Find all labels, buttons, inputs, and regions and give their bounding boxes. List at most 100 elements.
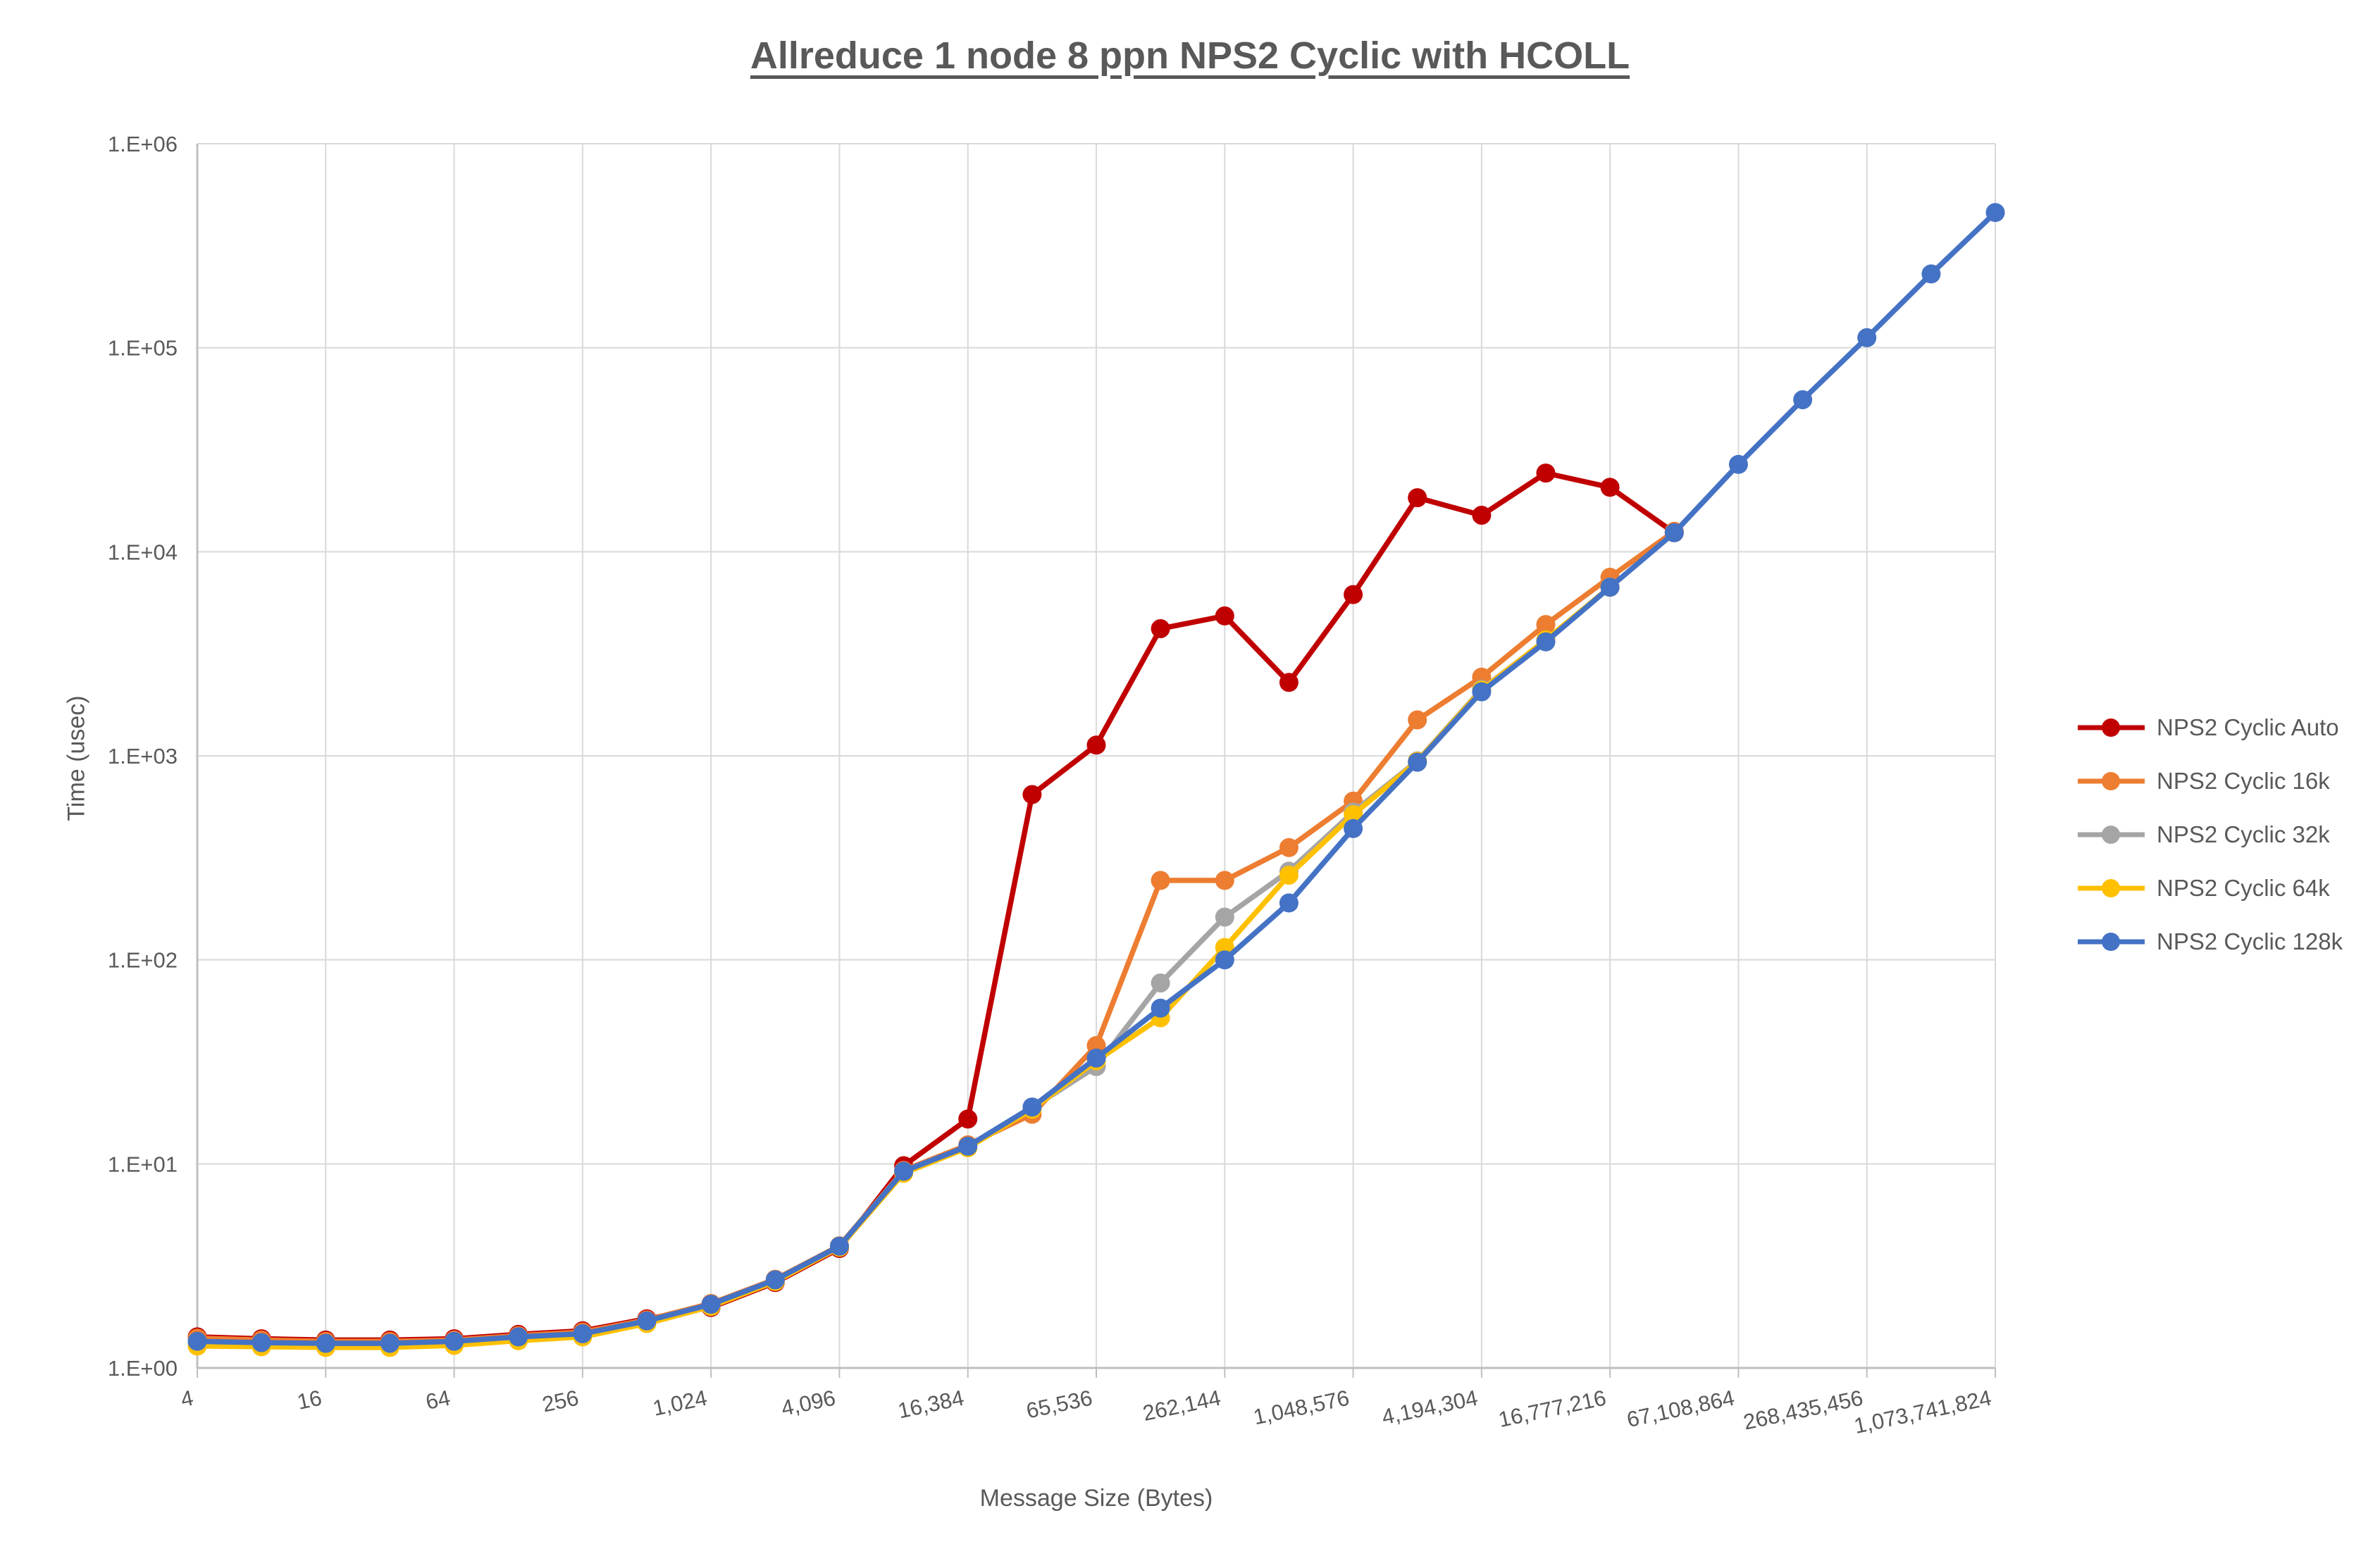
y-tick-label: 1.E+01 — [108, 1152, 178, 1176]
series-marker-nps2-cyclic-auto — [1086, 735, 1106, 755]
legend-marker-icon — [2078, 879, 2145, 897]
x-tick-label: 64 — [423, 1386, 452, 1414]
legend-item-label: NPS2 Cyclic 16k — [2157, 768, 2330, 794]
series-marker-nps2-cyclic-auto — [1151, 619, 1170, 638]
series-marker-nps2-cyclic-auto — [1022, 785, 1042, 804]
x-tick-label: 4 — [178, 1386, 195, 1412]
series-marker-nps2-cyclic-128k — [1793, 390, 1813, 409]
x-tick-label: 268,435,456 — [1741, 1386, 1865, 1435]
y-axis-title: Time (usec) — [63, 695, 90, 821]
x-tick-label: 262,144 — [1141, 1386, 1223, 1426]
legend-item-label: NPS2 Cyclic 128k — [2157, 928, 2343, 954]
series-marker-nps2-cyclic-128k — [958, 1136, 978, 1156]
x-tick-label: 67,108,864 — [1625, 1386, 1737, 1432]
legend-item-auto: NPS2 Cyclic Auto — [2076, 701, 2343, 754]
x-tick-label: 1,073,741,824 — [1852, 1386, 1993, 1438]
legend-marker-icon — [2078, 718, 2145, 737]
y-tick-label: 1.E+00 — [108, 1356, 178, 1381]
series-marker-nps2-cyclic-32k — [1151, 973, 1170, 992]
series-marker-nps2-cyclic-128k — [1536, 632, 1556, 652]
series-marker-nps2-cyclic-128k — [701, 1295, 721, 1314]
series-marker-nps2-cyclic-128k — [1664, 523, 1684, 542]
x-axis-title: Message Size (Bytes) — [979, 1485, 1213, 1512]
series-marker-nps2-cyclic-128k — [1857, 328, 1877, 347]
legend-circle-icon — [2102, 879, 2120, 897]
series-marker-nps2-cyclic-32k — [1215, 907, 1234, 927]
series-marker-nps2-cyclic-128k — [445, 1331, 464, 1351]
series-marker-nps2-cyclic-64k — [1344, 805, 1363, 824]
series-marker-nps2-cyclic-16k — [1215, 871, 1234, 890]
series-marker-nps2-cyclic-128k — [509, 1327, 528, 1347]
legend-circle-icon — [2102, 718, 2120, 737]
legend-item-64k: NPS2 Cyclic 64k — [2076, 861, 2343, 915]
series-marker-nps2-cyclic-auto — [1408, 488, 1427, 508]
series-marker-nps2-cyclic-128k — [1022, 1097, 1042, 1117]
series-line-nps2-cyclic-32k — [194, 584, 1613, 1348]
legend-item-label: NPS2 Cyclic 32k — [2157, 821, 2330, 847]
series-line-nps2-cyclic-auto — [194, 470, 1678, 1343]
series-marker-nps2-cyclic-auto — [1472, 506, 1492, 525]
legend-item-label: NPS2 Cyclic Auto — [2157, 714, 2339, 740]
series-marker-nps2-cyclic-128k — [1921, 264, 1941, 284]
series-marker-nps2-cyclic-128k — [1344, 819, 1363, 838]
y-tick-label: 1.E+04 — [108, 540, 178, 564]
legend-item-128k: NPS2 Cyclic 128k — [2076, 915, 2343, 969]
series-marker-nps2-cyclic-128k — [1151, 998, 1170, 1018]
x-tick-label: 16,384 — [895, 1386, 966, 1424]
series-marker-nps2-cyclic-128k — [1086, 1048, 1106, 1068]
series-marker-nps2-cyclic-128k — [380, 1333, 399, 1353]
series-marker-nps2-cyclic-16k — [1536, 615, 1556, 635]
series-marker-nps2-cyclic-128k — [1600, 578, 1620, 597]
series-marker-nps2-cyclic-128k — [894, 1162, 914, 1181]
series-marker-nps2-cyclic-16k — [1279, 838, 1299, 857]
legend-circle-icon — [2102, 772, 2120, 790]
series-marker-nps2-cyclic-128k — [1472, 682, 1492, 702]
series-marker-nps2-cyclic-128k — [252, 1333, 271, 1352]
series-marker-nps2-cyclic-auto — [1344, 585, 1363, 604]
series-marker-nps2-cyclic-128k — [765, 1270, 785, 1290]
series-marker-nps2-cyclic-128k — [1985, 203, 2005, 223]
series-marker-nps2-cyclic-128k — [637, 1311, 657, 1331]
series-marker-nps2-cyclic-128k — [1408, 752, 1427, 772]
x-tick-label: 4,194,304 — [1380, 1386, 1480, 1430]
series-marker-nps2-cyclic-auto — [1536, 463, 1556, 483]
series-marker-nps2-cyclic-128k — [187, 1331, 207, 1351]
chart-title: Allreduce 1 node 8 ppn NPS2 Cyclic with … — [750, 35, 1630, 77]
series-marker-nps2-cyclic-auto — [1279, 673, 1299, 692]
series-marker-nps2-cyclic-auto — [1215, 606, 1234, 625]
series-marker-nps2-cyclic-auto — [958, 1109, 978, 1129]
y-tick-label: 1.E+03 — [108, 744, 178, 768]
legend-circle-icon — [2102, 826, 2120, 844]
x-tick-label: 16 — [295, 1386, 324, 1414]
series-marker-nps2-cyclic-64k — [1279, 866, 1299, 885]
series-marker-nps2-cyclic-128k — [1279, 893, 1299, 913]
series-marker-nps2-cyclic-128k — [1728, 454, 1748, 474]
legend-item-label: NPS2 Cyclic 64k — [2157, 875, 2330, 901]
legend-marker-icon — [2078, 826, 2145, 844]
y-tick-label: 1.E+05 — [108, 336, 178, 361]
series-marker-nps2-cyclic-128k — [1215, 950, 1234, 970]
series-marker-nps2-cyclic-128k — [829, 1236, 849, 1256]
legend-item-32k: NPS2 Cyclic 32k — [2076, 808, 2343, 861]
x-tick-label: 256 — [540, 1386, 581, 1417]
series-marker-nps2-cyclic-auto — [1600, 478, 1620, 497]
y-tick-label: 1.E+02 — [108, 948, 178, 973]
legend-circle-icon — [2102, 933, 2120, 951]
series-marker-nps2-cyclic-128k — [573, 1324, 593, 1343]
series-marker-nps2-cyclic-16k — [1408, 710, 1427, 730]
legend-marker-icon — [2078, 933, 2145, 951]
x-tick-label: 65,536 — [1024, 1386, 1094, 1424]
series-marker-nps2-cyclic-128k — [316, 1333, 335, 1353]
series-marker-nps2-cyclic-16k — [1151, 871, 1170, 890]
x-tick-label: 4,096 — [779, 1386, 838, 1421]
legend-marker-icon — [2078, 772, 2145, 790]
x-tick-label: 16,777,216 — [1496, 1386, 1609, 1432]
x-tick-label: 1,048,576 — [1251, 1386, 1351, 1430]
series-line-nps2-cyclic-64k — [194, 584, 1613, 1350]
legend: NPS2 Cyclic Auto NPS2 Cyclic 16k NPS2 Cy… — [2076, 701, 2343, 969]
x-tick-label: 1,024 — [650, 1386, 709, 1421]
y-tick-label: 1.E+06 — [108, 132, 178, 156]
legend-item-16k: NPS2 Cyclic 16k — [2076, 754, 2343, 808]
